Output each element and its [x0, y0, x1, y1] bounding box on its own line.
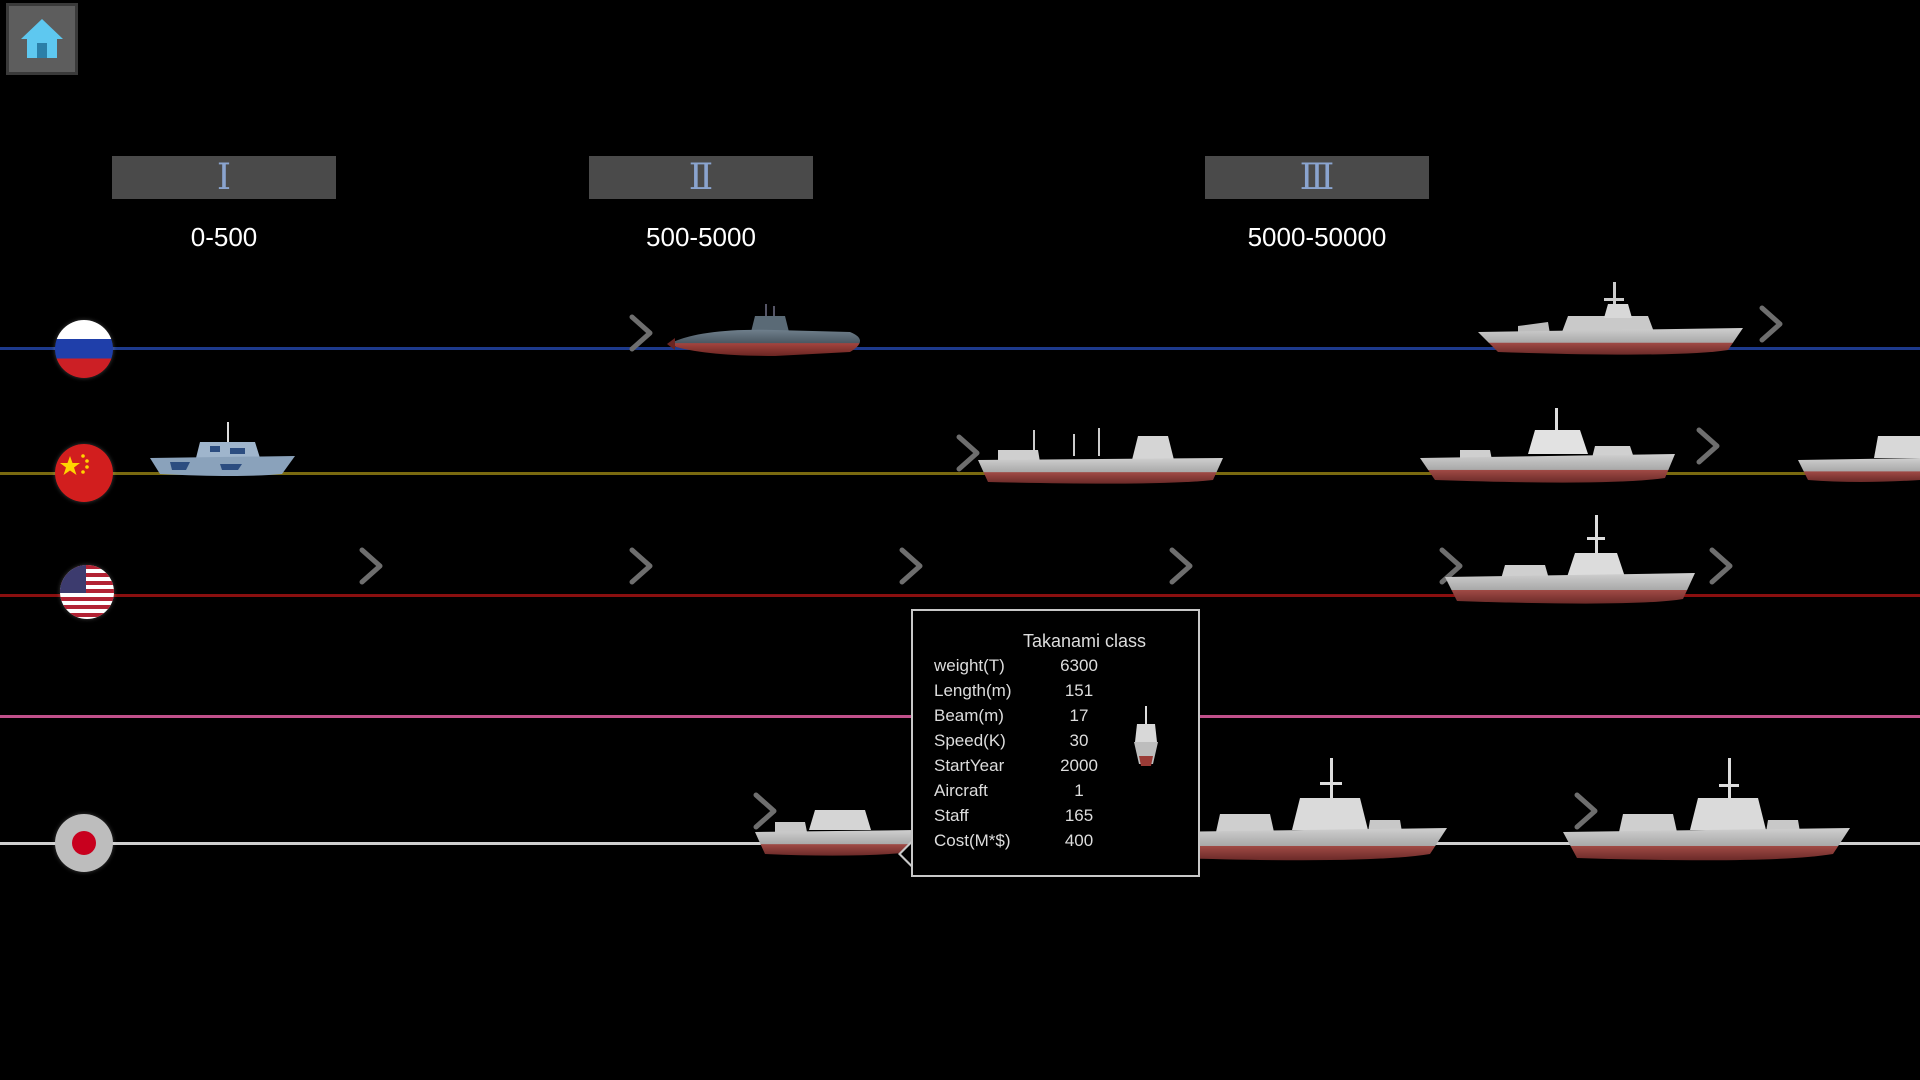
russia-lane [0, 347, 1920, 350]
popup-row-key: Staff [934, 806, 969, 825]
china-supply-ship-icon[interactable] [978, 420, 1223, 495]
class-2-range-label: 500-5000 [646, 222, 756, 252]
russia-next-chevron-icon-2[interactable] [1758, 304, 1784, 344]
popup-row-value: 165 [1064, 806, 1094, 825]
popup-row-weight: weight(T) 6300 [934, 656, 1144, 681]
tab-class-1-numeral: Ⅰ [216, 157, 232, 198]
popup-row-value: 2000 [1060, 756, 1098, 775]
popup-title: Takanami class [1023, 631, 1147, 651]
popup-row-key: Speed(K) [934, 731, 1006, 750]
russia-destroyer-icon[interactable] [1478, 282, 1743, 362]
japan-flag[interactable] [55, 814, 113, 872]
popup-row-value: 17 [1069, 706, 1089, 725]
japan-destroyer-icon[interactable] [1563, 758, 1850, 868]
tab-class-2[interactable]: Ⅱ [589, 156, 813, 199]
popup-row-value: 1 [1074, 781, 1084, 800]
usa-next-chevron-icon-3[interactable] [898, 546, 924, 586]
popup-row-beam: Beam(m) 17 [934, 706, 1144, 731]
china-flag[interactable] [55, 444, 113, 502]
popup-row-value: 30 [1069, 731, 1089, 750]
russia-flag[interactable] [55, 320, 113, 378]
class-1-range-label: 0-500 [190, 222, 258, 252]
tab-class-1[interactable]: Ⅰ [112, 156, 336, 199]
popup-row-cost: Cost(M*$) 400 [934, 831, 1144, 856]
popup-pointer-inner [901, 842, 913, 866]
popup-row-aircraft: Aircraft 1 [934, 781, 1144, 806]
usa-next-chevron-icon-2[interactable] [628, 546, 654, 586]
home-icon [21, 19, 63, 58]
popup-row-key: Beam(m) [934, 706, 1004, 725]
popup-row-staff: Staff 165 [934, 806, 1144, 831]
popup-row-value: 151 [1064, 681, 1094, 700]
popup-row-key: Length(m) [934, 681, 1012, 700]
usa-destroyer-icon[interactable] [1445, 515, 1695, 610]
usa-lane [0, 594, 1920, 597]
ship-bow-view-icon [1134, 706, 1158, 766]
popup-row-value: 6300 [1060, 656, 1098, 675]
usa-next-chevron-icon-4[interactable] [1168, 546, 1194, 586]
popup-row-key: StartYear [934, 756, 1005, 775]
china-patrol-boat-icon[interactable] [150, 420, 295, 485]
japan-ship-1-icon[interactable] [755, 800, 915, 865]
popup-row-key: Cost(M*$) [934, 831, 1011, 850]
popup-row-length: Length(m) 151 [934, 681, 1144, 706]
home-button[interactable] [6, 3, 78, 75]
russia-next-chevron-icon[interactable] [628, 313, 654, 353]
ship-info-popup: Takanami class weight(T) 6300 Length(m) … [911, 609, 1200, 877]
popup-row-key: Aircraft [934, 781, 988, 800]
class-3-range-label: 5000-50000 [1247, 222, 1387, 252]
tab-class-3-numeral: Ⅲ [1299, 157, 1335, 198]
china-ship-offscreen-icon[interactable] [1798, 428, 1920, 490]
usa-flag[interactable] [60, 565, 114, 619]
popup-row-start-year: StartYear 2000 [934, 756, 1144, 781]
japan-takanami-class-icon[interactable] [1160, 758, 1447, 868]
popup-row-speed: Speed(K) 30 [934, 731, 1144, 756]
usa-next-chevron-icon-6[interactable] [1708, 546, 1734, 586]
popup-row-value: 400 [1064, 831, 1094, 850]
china-destroyer-icon[interactable] [1420, 408, 1675, 490]
usa-next-chevron-icon[interactable] [358, 546, 384, 586]
russia-submarine-icon[interactable] [665, 300, 870, 365]
china-lane [0, 472, 1920, 475]
popup-row-key: weight(T) [934, 656, 1005, 675]
tab-class-2-numeral: Ⅱ [688, 157, 714, 198]
china-next-chevron-icon-2[interactable] [1695, 426, 1721, 466]
tab-class-3[interactable]: Ⅲ [1205, 156, 1429, 199]
